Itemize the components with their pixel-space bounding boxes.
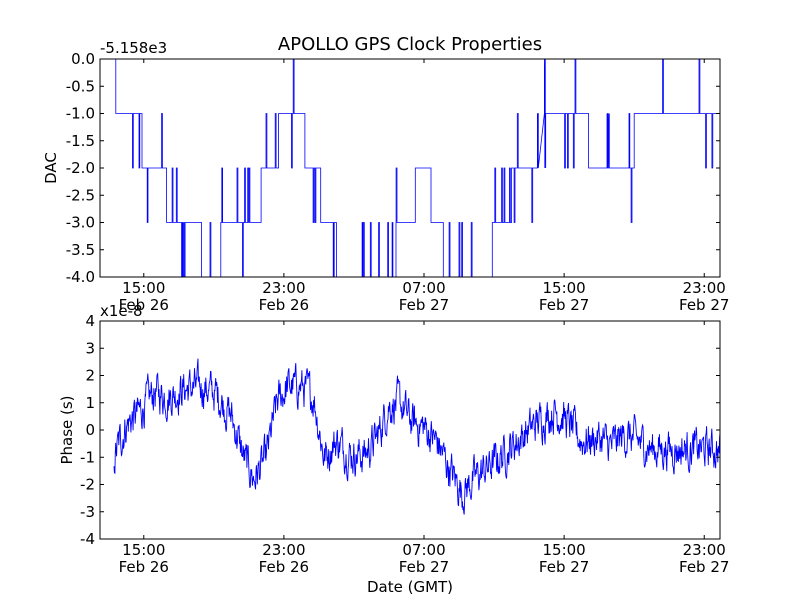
x-tick-label-time: 23:00 — [262, 541, 305, 559]
x-tick-label-time: 07:00 — [402, 279, 445, 297]
phase-series — [113, 358, 721, 515]
x-tick-label-date: Feb 27 — [679, 296, 729, 314]
x-tick-label-date: Feb 27 — [399, 296, 449, 314]
dac-y-axis: 0.0 -0.5 -1.0 -1.5 -2.0 -2.5 -3.0 -3.5 -4.0 — [66, 50, 720, 286]
y-tick-label: 1 — [85, 394, 95, 412]
y-tick-label: 4 — [85, 312, 95, 330]
dac-y-axis-label: DAC — [42, 152, 60, 184]
x-tick-label-date: Feb 26 — [119, 558, 169, 576]
y-tick-label: -2.0 — [66, 159, 95, 177]
y-tick-label: -3 — [80, 503, 95, 521]
y-tick-label: -2.5 — [66, 186, 95, 204]
y-tick-label: -4.0 — [66, 268, 95, 286]
y-tick-label: -4 — [80, 530, 95, 548]
x-tick-label-time: 07:00 — [402, 541, 445, 559]
y-tick-label: 0 — [85, 421, 95, 439]
y-tick-label: 0.0 — [71, 50, 95, 68]
dac-offset-label: -5.158e3 — [100, 39, 167, 57]
x-tick-label-date: Feb 27 — [539, 296, 589, 314]
y-tick-label: -3.5 — [66, 241, 95, 259]
x-tick-label-date: Feb 26 — [119, 296, 169, 314]
x-tick-label-time: 23:00 — [262, 279, 305, 297]
phase-y-axis: 4 3 2 1 0 -1 -2 -3 -4 — [80, 312, 720, 548]
x-tick-label-time: 15:00 — [543, 541, 586, 559]
chart-title: APOLLO GPS Clock Properties — [278, 34, 542, 55]
dac-line — [114, 58, 717, 278]
x-tick-label-time: 15:00 — [122, 541, 165, 559]
x-tick-label-date: Feb 27 — [679, 558, 729, 576]
x-tick-label-date: Feb 27 — [539, 558, 589, 576]
x-tick-label-date: Feb 27 — [399, 558, 449, 576]
phase-plot-frame — [99, 320, 721, 540]
x-tick-label-time: 15:00 — [122, 279, 165, 297]
y-tick-label: -0.5 — [66, 77, 95, 95]
y-tick-label: 2 — [85, 367, 95, 385]
y-tick-label: -1 — [80, 448, 95, 466]
y-tick-label: -1.5 — [66, 132, 95, 150]
phase-offset-label: x1e-8 — [100, 302, 143, 320]
y-tick-label: -2 — [80, 476, 95, 494]
dac-panel: 0.0 -0.5 -1.0 -1.5 -2.0 -2.5 -3.0 -3.5 -4.0 15:0… — [42, 39, 729, 314]
dac-plot-frame — [99, 58, 721, 278]
x-tick-label-time: 15:00 — [543, 279, 586, 297]
x-tick-label-time: 23:00 — [683, 541, 726, 559]
x-tick-label-time: 23:00 — [683, 279, 726, 297]
y-tick-label: 3 — [85, 339, 95, 357]
dac-series — [114, 58, 717, 278]
phase-y-axis-label: Phase (s) — [58, 395, 76, 464]
phase-line — [113, 358, 721, 515]
y-tick-label: -3.0 — [66, 214, 95, 232]
phase-x-axis-label: Date (GMT) — [367, 578, 453, 596]
x-tick-label-date: Feb 26 — [259, 296, 309, 314]
x-tick-label-date: Feb 26 — [259, 558, 309, 576]
y-tick-label: -1.0 — [66, 105, 95, 123]
